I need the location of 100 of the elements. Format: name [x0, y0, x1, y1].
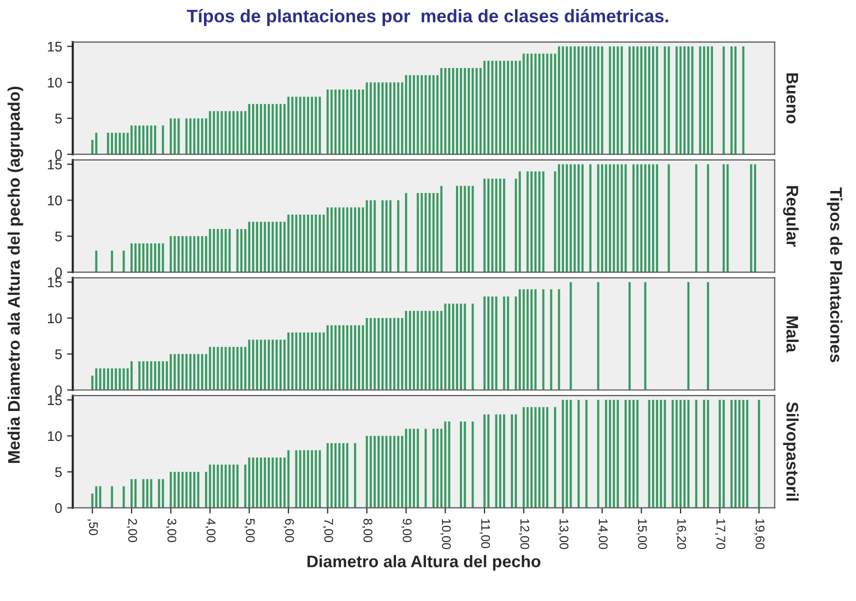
bar	[318, 214, 321, 272]
bar	[703, 46, 706, 154]
bar	[248, 104, 250, 154]
bar	[491, 60, 494, 154]
bar	[260, 457, 262, 508]
bar	[542, 289, 544, 390]
bar	[436, 193, 439, 272]
bar	[358, 207, 360, 272]
bar	[726, 164, 729, 272]
bar	[444, 68, 446, 154]
bar	[318, 450, 321, 508]
bar	[432, 193, 435, 272]
bar	[546, 54, 548, 154]
bar	[503, 178, 506, 272]
bar	[534, 54, 537, 154]
bar	[424, 75, 427, 154]
bar	[162, 361, 164, 390]
y-tick-label: 0	[55, 267, 62, 278]
bar	[310, 96, 314, 154]
bar	[562, 164, 564, 272]
bar	[228, 111, 231, 154]
bar	[758, 400, 760, 508]
y-tick-label: 10	[48, 196, 62, 206]
bar	[699, 46, 702, 154]
bar	[185, 354, 188, 390]
bar	[110, 368, 114, 390]
bar	[299, 332, 302, 390]
bar	[676, 400, 678, 508]
bar	[374, 200, 376, 272]
chart-title: Típos de plantaciones por media de clases diámetricas.	[186, 9, 668, 26]
text: Bueno	[786, 73, 798, 124]
text: Mala	[786, 316, 799, 353]
bar	[158, 479, 160, 508]
bar	[220, 346, 223, 390]
bar	[370, 200, 372, 272]
bar	[158, 243, 160, 272]
bar	[578, 164, 580, 272]
bar	[110, 486, 114, 508]
bar	[342, 443, 344, 508]
bar	[444, 422, 446, 508]
x-tick-label: 9,00	[401, 518, 412, 542]
y-tick-label: 0	[55, 385, 62, 396]
bar	[318, 332, 321, 390]
bar	[185, 118, 188, 154]
bar	[393, 82, 396, 154]
bar	[483, 178, 486, 272]
bar	[334, 90, 337, 154]
bar	[162, 126, 164, 154]
bar	[252, 340, 254, 390]
bar	[487, 60, 490, 154]
bar	[401, 436, 404, 508]
bar	[146, 243, 148, 272]
bar	[538, 407, 540, 508]
bar	[656, 400, 658, 508]
bar	[248, 222, 250, 272]
bar	[374, 318, 376, 390]
bar	[408, 428, 412, 508]
bar	[158, 361, 160, 390]
x-tick-label: 15,00	[636, 519, 647, 550]
bar	[350, 325, 352, 390]
bar	[644, 164, 646, 272]
bar	[679, 46, 682, 154]
bar	[306, 214, 310, 272]
bar	[706, 46, 710, 154]
bar	[216, 346, 219, 390]
bar	[401, 318, 404, 390]
bar	[578, 400, 580, 508]
bar	[280, 340, 282, 390]
bar	[122, 250, 125, 272]
bar	[381, 436, 384, 508]
bar	[526, 54, 529, 154]
bar	[224, 111, 227, 154]
bar	[170, 472, 172, 508]
bar	[687, 46, 690, 154]
bar	[346, 207, 348, 272]
bar	[570, 164, 572, 272]
bar	[754, 164, 756, 272]
bar	[174, 472, 176, 508]
bar	[326, 443, 329, 508]
bar	[597, 164, 600, 272]
bar	[440, 186, 442, 272]
bar	[404, 428, 408, 508]
bar	[330, 207, 333, 272]
bar	[330, 90, 333, 154]
bar	[138, 243, 140, 272]
x-tick-label: 4,00	[205, 518, 216, 542]
bar	[193, 236, 196, 272]
bar	[334, 443, 337, 508]
bar	[130, 126, 133, 154]
bar	[248, 340, 250, 390]
bar	[397, 200, 400, 272]
bar	[522, 289, 525, 390]
bar	[546, 407, 548, 508]
bar	[476, 68, 478, 154]
bar	[138, 126, 140, 154]
bar	[201, 118, 204, 154]
bar	[232, 346, 235, 390]
bar	[652, 400, 654, 508]
bar	[95, 368, 98, 390]
bar	[272, 340, 274, 390]
